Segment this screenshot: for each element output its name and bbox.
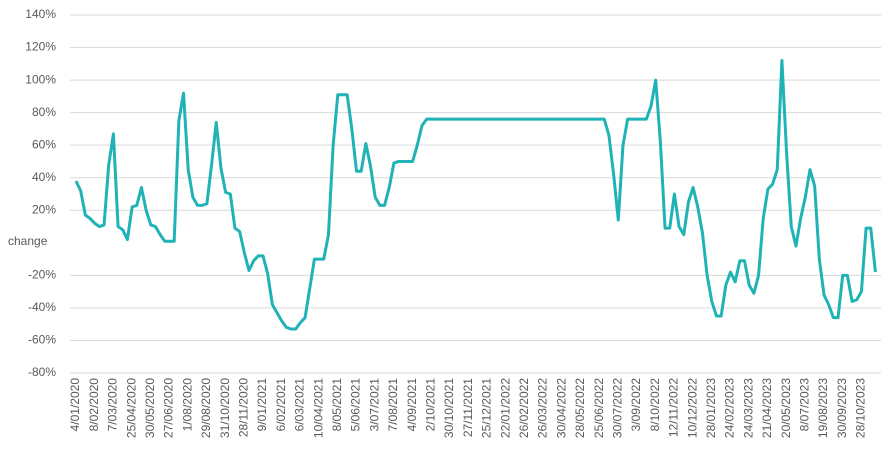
x-tick-label: 9/01/2021	[255, 378, 269, 432]
x-tick-label: 24/02/2023	[723, 378, 737, 438]
x-tick-label: 30/10/2021	[442, 378, 456, 438]
x-tick-label: 29/08/2020	[199, 378, 213, 438]
x-tick-label: 8/10/2022	[648, 378, 662, 432]
x-tick-label: 2/10/2021	[423, 378, 437, 432]
x-tick-label: 30/04/2022	[554, 378, 568, 438]
x-tick-label: 7/08/2021	[386, 378, 400, 432]
x-tick-label: 10/12/2022	[685, 378, 699, 438]
x-tick-label: 7/03/2020	[106, 378, 120, 432]
x-tick-label: 3/07/2021	[367, 378, 381, 432]
x-tick-label: 5/06/2021	[349, 378, 363, 432]
y-tick-label: -80%	[28, 365, 56, 379]
x-tick-label: 8/05/2021	[330, 378, 344, 432]
y-tick-label: 140%	[25, 7, 56, 21]
x-tick-label: 3/09/2022	[629, 378, 643, 432]
x-tick-label: 25/04/2020	[124, 378, 138, 438]
x-tick-label: 24/03/2023	[741, 378, 755, 438]
y-tick-label: 60%	[32, 137, 56, 151]
x-tick-label: 26/02/2022	[517, 378, 531, 438]
x-tick-label: 6/02/2021	[274, 378, 288, 432]
x-tick-label: 10/04/2021	[311, 378, 325, 438]
y-tick-label: 20%	[32, 202, 56, 216]
data-line	[74, 59, 877, 331]
x-tick-label: 19/08/2023	[816, 378, 830, 438]
x-tick-label: 25/12/2021	[480, 378, 494, 438]
x-tick-label: 8/02/2020	[87, 378, 101, 432]
y-tick-label: -40%	[28, 300, 56, 314]
x-tick-label: 30/07/2022	[610, 378, 624, 438]
x-tick-label: 6/03/2021	[293, 378, 307, 432]
x-tick-label: 1/08/2020	[180, 378, 194, 432]
y-tick-label: -20%	[28, 268, 56, 282]
x-tick-label: 28/05/2022	[573, 378, 587, 438]
y-axis-title: change	[8, 234, 48, 248]
y-tick-label: 100%	[25, 72, 56, 86]
x-tick-label: 4/09/2021	[405, 378, 419, 432]
y-tick-label: 40%	[32, 170, 56, 184]
x-tick-label: 21/04/2023	[760, 378, 774, 438]
x-tick-label: 26/03/2022	[536, 378, 550, 438]
x-tick-label: 8/07/2023	[797, 378, 811, 432]
x-tick-label: 25/06/2022	[592, 378, 606, 438]
x-tick-label: 27/11/2021	[461, 378, 475, 437]
x-tick-label: 30/09/2023	[835, 378, 849, 438]
x-tick-label: 4/01/2020	[68, 378, 82, 432]
x-tick-label: 22/01/2022	[498, 378, 512, 438]
y-tick-label: -60%	[28, 333, 56, 347]
x-tick-label: 27/06/2020	[162, 378, 176, 438]
x-tick-label: 12/11/2022	[667, 378, 681, 437]
x-tick-label: 28/11/2020	[236, 378, 250, 437]
x-tick-label: 28/01/2023	[704, 378, 718, 438]
y-tick-label: 120%	[25, 40, 56, 54]
x-tick-label: 30/05/2020	[143, 378, 157, 438]
x-tick-label: 31/10/2020	[218, 378, 232, 438]
x-tick-label: 20/05/2023	[779, 378, 793, 438]
y-tick-label: 80%	[32, 105, 56, 119]
x-tick-label: 28/10/2023	[854, 378, 868, 438]
